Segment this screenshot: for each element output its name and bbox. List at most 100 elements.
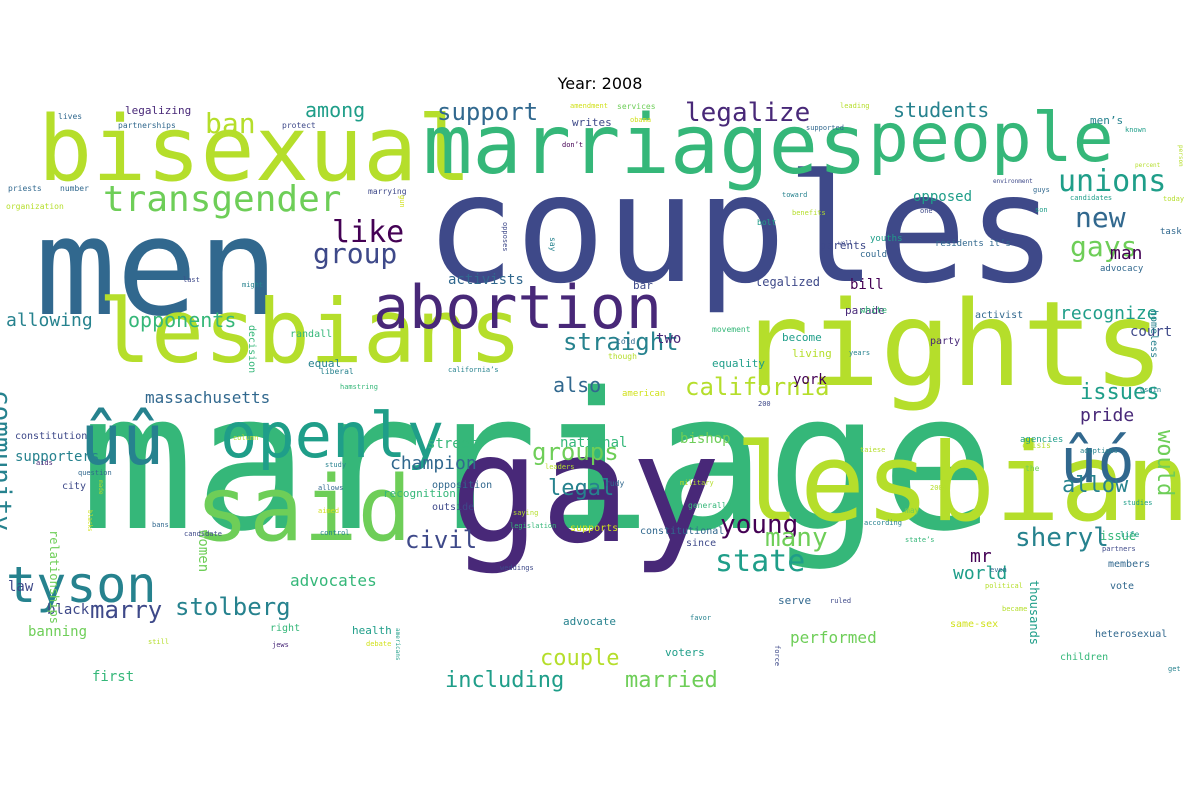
word-legalized: legalized	[755, 275, 821, 289]
word-city: city	[62, 481, 87, 492]
word-constitution: constitution	[15, 431, 88, 442]
word-writes: writes	[572, 116, 612, 129]
word-new: new	[1075, 201, 1126, 234]
word-well: well	[838, 240, 853, 247]
word-same-sex: same-sex	[950, 619, 999, 630]
word-said: said	[195, 457, 412, 562]
word-obama: obama	[630, 116, 652, 124]
word-pride: pride	[1080, 405, 1135, 426]
word-marry: marry	[90, 596, 163, 624]
word-liberal: liberal	[320, 367, 354, 376]
word-get: get	[1168, 665, 1181, 673]
word-amendment: amendment	[570, 102, 608, 110]
word-still: still	[148, 638, 170, 646]
word-environment: environment	[993, 178, 1033, 185]
word-massachusetts: massachusetts	[145, 388, 271, 407]
word-world: world	[953, 563, 1008, 584]
word-agencies: agencies	[1020, 435, 1064, 445]
word-rights: rights	[738, 275, 1165, 413]
word-opponents: opponents	[128, 308, 237, 332]
word-gay: gay	[450, 403, 721, 577]
word-equality: equality	[712, 357, 765, 370]
word-200: 200	[758, 400, 771, 408]
word-issue: issue	[1100, 529, 1137, 543]
word-leading: leading	[840, 102, 870, 110]
word-men-s: men’s	[1090, 114, 1124, 127]
word-children: children	[1060, 652, 1109, 663]
word-state: state	[715, 544, 806, 579]
word-would: would	[1152, 430, 1177, 497]
word-couple: couple	[540, 646, 620, 671]
word-recognize: recognize	[1060, 303, 1158, 324]
word-among: among	[305, 100, 366, 122]
word-bans: bans	[152, 521, 169, 529]
word-one: one	[920, 207, 933, 215]
word-right: right	[270, 623, 301, 634]
word-decision: decision	[246, 325, 257, 374]
word-leaders: leaders	[545, 463, 575, 471]
word-court: court	[1130, 324, 1173, 340]
word-aimed: aimed	[318, 507, 340, 515]
word-activist: activist	[975, 310, 1024, 321]
word-two: two	[656, 331, 682, 347]
word-marriage: marriage	[80, 352, 996, 573]
word-abortion: abortion	[373, 273, 662, 343]
word-military: military	[680, 479, 714, 487]
word-opposition: opposition	[432, 480, 493, 491]
word-force: force	[773, 645, 781, 667]
word-allows: allows	[318, 484, 344, 492]
word-civil: civil	[405, 526, 478, 554]
word-serve: serve	[778, 594, 812, 607]
word-including: including	[445, 668, 565, 693]
word-youths: youths	[870, 234, 903, 244]
word-debate: debate	[366, 640, 392, 648]
word-person: person	[1177, 145, 1184, 167]
word-young: young	[720, 510, 799, 540]
word-lesbians: lesbians	[98, 280, 522, 383]
word-partners: partners	[1102, 545, 1136, 553]
word-legislation: legislation	[510, 522, 557, 530]
word-also: also	[553, 373, 602, 397]
word-say: say	[548, 237, 557, 252]
word-political: political	[985, 582, 1023, 590]
word-allow: allow	[1062, 473, 1129, 498]
word-hamstring: hamstring	[340, 383, 378, 391]
word-voters: voters	[665, 646, 705, 659]
word-word-13: ûû	[80, 399, 165, 481]
word-health: health	[352, 624, 392, 637]
word-priests: priests	[8, 184, 42, 193]
word-bolt: bolt	[757, 218, 777, 227]
word-california: california	[685, 373, 830, 401]
word-community: community	[0, 390, 16, 531]
word-black: black	[47, 602, 90, 618]
word-supports: supports	[570, 523, 619, 534]
word-equal: equal	[308, 357, 342, 370]
word-jews: jews	[272, 641, 289, 649]
word-bar: bar	[633, 279, 653, 292]
word-advocate: advocate	[563, 615, 616, 628]
word-many: many	[765, 523, 828, 553]
word-according: according	[864, 519, 902, 527]
word-ruled: ruled	[830, 597, 852, 605]
word-members: members	[1108, 559, 1151, 570]
word-street: street	[427, 436, 478, 452]
word-adoptions: adoptions	[1080, 447, 1118, 455]
word-legal: legal	[548, 476, 615, 501]
word-column: column	[233, 434, 259, 442]
word-since: since	[686, 538, 717, 549]
word-candidates: candidates	[1070, 194, 1113, 202]
word-marriages: marriages	[423, 100, 868, 193]
word-might: might	[242, 281, 264, 289]
word-weddings: weddings	[500, 564, 534, 572]
word-percent: percent	[1135, 162, 1161, 169]
word-state-s: state’s	[905, 536, 935, 544]
word-services: services	[617, 102, 656, 111]
word-men: men	[35, 189, 279, 346]
word-question: question	[78, 469, 112, 477]
word-candidate: candidate	[184, 530, 222, 538]
word-partnerships: partnerships	[118, 121, 176, 130]
word-opposes: opposes	[501, 222, 509, 252]
word-sheryl: sheryl	[1015, 523, 1109, 553]
word-rudy: rudy	[605, 479, 625, 488]
word-law: law	[8, 579, 34, 595]
